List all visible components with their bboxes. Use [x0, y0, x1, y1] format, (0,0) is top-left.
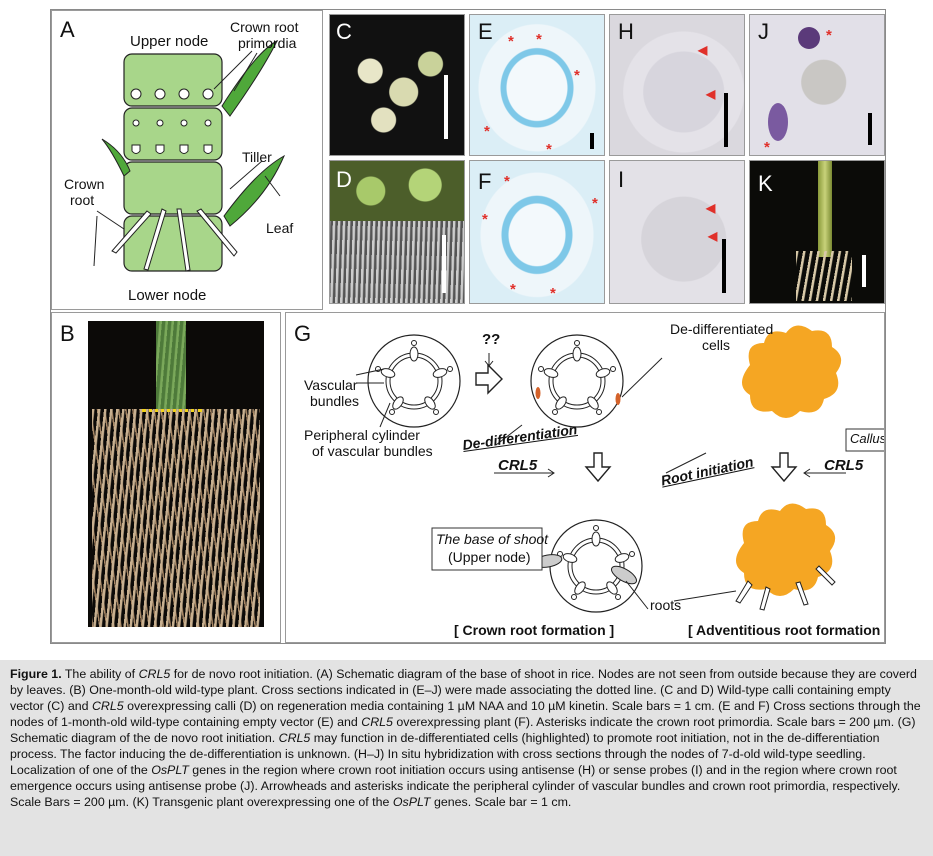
caption-text: genes. Scale bar = 1 cm.	[430, 795, 572, 809]
asterisk: *	[592, 195, 598, 212]
gene-name: OsPLT	[151, 763, 189, 777]
scale-bar	[868, 113, 872, 145]
figure-frame: A Upper node Crown root primordia Tiller…	[50, 9, 886, 644]
arrowhead-icon: ◀	[708, 229, 718, 243]
panel-b-label: B	[60, 321, 75, 346]
panel-k-photo: K	[749, 160, 885, 304]
asterisk: *	[536, 31, 542, 48]
panel-f-label: F	[478, 169, 492, 194]
upper-node-label: Upper node	[130, 33, 209, 50]
asterisk: *	[508, 33, 514, 50]
crown-root-label-2: root	[70, 192, 95, 208]
de-differentiated-cells-label-2: cells	[702, 337, 731, 353]
panel-a: A Upper node Crown root primordia Tiller…	[51, 10, 323, 310]
dotted-line	[142, 409, 202, 412]
panel-g-diagram	[355, 325, 884, 643]
asterisk: *	[504, 173, 510, 190]
asterisk: *	[484, 123, 490, 140]
de-differentiated-cells-label-1: De-differentiated	[670, 321, 774, 337]
panel-g: G ?? Vascular bundles Peripheral cylinde…	[285, 312, 885, 643]
asterisk: *	[482, 211, 488, 228]
gene-name: CRL5	[278, 731, 311, 745]
base-of-shoot-label-2: (Upper node)	[448, 549, 531, 565]
panel-f-photo: F * * * * *	[469, 160, 605, 304]
callus-label: Callus	[850, 431, 885, 446]
peripheral-cylinder-label-2: of vascular bundles	[312, 443, 433, 459]
panel-i-label: I	[618, 167, 625, 192]
plant-stem	[818, 161, 832, 257]
crown-root-formation-label: [ Crown root formation ]	[454, 622, 615, 638]
caption-text: overexpressing plant (F). Asterisks indi…	[10, 715, 916, 745]
crown-root-primordia-label-1: Crown root	[230, 19, 299, 35]
panel-k-label: K	[758, 171, 773, 196]
panel-b: B	[51, 312, 281, 643]
crl5-left-label: CRL5	[498, 457, 538, 474]
crl5-right-label: CRL5	[824, 457, 864, 474]
panel-b-photo	[88, 321, 264, 627]
vascular-bundles-label-2: bundles	[310, 393, 360, 409]
tiller-label: Tiller	[242, 149, 272, 165]
panel-c-label: C	[336, 19, 352, 44]
unknown-factor-label: ??	[482, 331, 501, 348]
asterisk: *	[550, 285, 556, 302]
asterisk: *	[546, 141, 552, 156]
callus-shoots	[330, 161, 464, 221]
panel-j-photo: J * *	[749, 14, 885, 156]
panel-h-label: H	[618, 19, 634, 44]
panel-a-label: A	[60, 17, 75, 42]
vascular-bundles-label-1: Vascular	[304, 377, 358, 393]
scale-bar	[862, 255, 866, 287]
panel-e-label: E	[478, 19, 493, 44]
arrowhead-icon: ◀	[698, 43, 708, 57]
lower-node-label: Lower node	[128, 287, 207, 304]
caption-text: may function in de-differentiated cells …	[10, 731, 880, 777]
crown-root-primordia-label-2: primordia	[238, 35, 297, 51]
plant-stems	[156, 321, 186, 411]
asterisk: *	[826, 27, 832, 44]
adventitious-root-formation-label: [ Adventitious root formation ]	[688, 622, 885, 638]
panel-c-photo: C	[329, 14, 465, 156]
panel-j-label: J	[758, 19, 769, 44]
arrowhead-icon: ◀	[706, 201, 716, 215]
scale-bar	[444, 75, 448, 139]
caption-text: for de novo root initiation. (A) Schemat…	[10, 667, 917, 713]
panel-d-photo: D	[329, 160, 465, 304]
gene-name: CRL5	[138, 667, 171, 681]
stained-primordium	[768, 103, 788, 141]
panel-a-diagram	[93, 39, 286, 272]
scale-bar	[722, 239, 726, 293]
plant-roots	[796, 251, 852, 301]
scale-bar	[590, 133, 594, 149]
gene-name: CRL5	[91, 699, 124, 713]
asterisk: *	[510, 281, 516, 298]
crown-root-label-1: Crown	[64, 176, 105, 192]
gene-name: OsPLT	[392, 795, 431, 809]
asterisk: *	[574, 67, 580, 84]
roots-label: roots	[650, 597, 682, 613]
panel-e-photo: E * * * * *	[469, 14, 605, 156]
base-of-shoot-label-1: The base of shoot	[436, 531, 549, 547]
peripheral-cylinder-label-1: Peripheral cylinder	[304, 427, 420, 443]
stained-primordium	[798, 27, 820, 49]
panel-g-label: G	[294, 321, 312, 346]
leaf-label: Leaf	[266, 220, 294, 236]
caption-text: overexpressing calli (D) on regeneration…	[10, 699, 921, 729]
caption-text: genes in the region where crown root ini…	[10, 763, 901, 809]
arrowhead-icon: ◀	[706, 87, 716, 101]
plant-roots	[92, 409, 260, 627]
asterisk: *	[764, 139, 770, 156]
figure-caption: Figure 1. The ability of CRL5 for de nov…	[0, 660, 933, 856]
scale-bar	[724, 93, 728, 147]
figure-label: Figure 1.	[10, 667, 62, 681]
scale-bar	[442, 235, 446, 293]
caption-text: The ability of	[61, 667, 139, 681]
panel-i-photo: I ◀ ◀	[609, 160, 745, 304]
panel-d-label: D	[336, 167, 352, 192]
panel-h-photo: H ◀ ◀	[609, 14, 745, 156]
gene-name: CRL5	[361, 715, 393, 729]
